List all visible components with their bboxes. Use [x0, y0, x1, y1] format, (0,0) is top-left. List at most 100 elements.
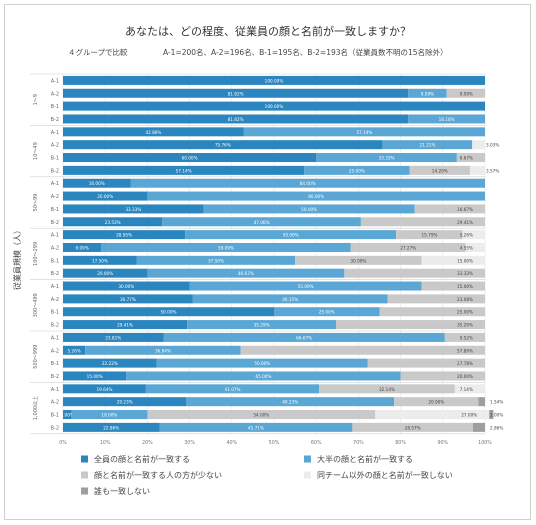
bar-segment: [187, 320, 337, 330]
data-label: 23.81%: [105, 335, 121, 340]
bar-segment: [147, 268, 345, 278]
bar-segment: [409, 165, 470, 175]
bar-segment: [63, 410, 72, 420]
bar-segment: [63, 101, 485, 111]
x-tick-label: 30%: [184, 440, 195, 446]
data-label: 81.82%: [228, 117, 244, 122]
x-tick-label: 70%: [353, 440, 364, 446]
row-label: A-1: [51, 387, 59, 393]
bar-segment: [489, 410, 494, 420]
bar-segment: [147, 410, 376, 420]
data-label: 5.26%: [460, 233, 473, 238]
data-label: 32.14%: [379, 387, 395, 392]
data-label: 42.86%: [145, 130, 161, 135]
data-label: 18.18%: [439, 117, 455, 122]
bar-segment: [421, 255, 485, 265]
data-label: 50.00%: [301, 207, 317, 212]
legend-label: 誰も一致しない: [94, 486, 150, 496]
chart-subtitle-right: A-1=200名、A-2=196名、B-1=195名、B-2=193名（従業員数…: [163, 47, 448, 57]
bar-segment: [243, 127, 485, 137]
row-label: B-1: [51, 258, 59, 264]
bar-segment: [396, 230, 463, 240]
bar-segment: [126, 371, 401, 381]
row-label: B-1: [51, 104, 59, 110]
data-label: 33.33%: [379, 156, 395, 161]
row-label: A-1: [51, 130, 59, 136]
row-label: A-2: [51, 348, 59, 354]
data-label: 23.08%: [457, 297, 473, 302]
row-label: B-2: [51, 117, 59, 123]
data-label: 45.71%: [248, 425, 264, 430]
bar-segment: [454, 384, 485, 394]
data-label: 3.57%: [486, 168, 499, 173]
data-label: 75.76%: [215, 143, 231, 148]
legend-swatch: [304, 455, 311, 463]
data-label: 81.82%: [228, 91, 244, 96]
bar-segment: [408, 88, 447, 98]
data-label: 7.14%: [460, 387, 473, 392]
data-label: 66.67%: [296, 335, 312, 340]
bar-segment: [101, 242, 351, 252]
row-label: B-1: [51, 207, 59, 213]
bar-segment: [63, 75, 485, 85]
group-label: 300〜499: [33, 293, 39, 317]
bar-segment: [472, 140, 485, 150]
group-label: 50〜99: [33, 194, 39, 212]
bar-segment: [162, 217, 361, 227]
bar-segment: [63, 230, 186, 240]
data-label: 16.00%: [89, 181, 105, 186]
data-label: 20.00%: [428, 400, 444, 405]
group-label: 10〜49: [33, 142, 39, 160]
bar-segment: [186, 397, 395, 407]
data-label: 9.09%: [76, 245, 89, 250]
bar-segment: [63, 294, 193, 304]
data-label: 15.00%: [457, 258, 473, 263]
legend-label: 同チーム以外の顔と名前が一致しない: [317, 470, 453, 480]
legend-label: 大半の顔と名前が一致する: [317, 454, 413, 464]
data-label: 36.84%: [155, 348, 171, 353]
legend-label: 顔と名前が一致する人の方が少ない: [94, 470, 222, 480]
data-label: 21.21%: [419, 143, 435, 148]
bar-segment: [63, 307, 274, 317]
row-label: B-1: [51, 413, 59, 419]
data-label: 6.67%: [460, 156, 473, 161]
data-label: 25.00%: [457, 310, 473, 315]
legend-swatch: [304, 471, 311, 479]
data-label: 41.07%: [225, 387, 241, 392]
bar-segment: [465, 242, 485, 252]
data-label: 100.00%: [265, 104, 284, 109]
bar-segment: [462, 230, 485, 240]
bar-segment: [408, 114, 485, 124]
data-label: 1.54%: [490, 400, 503, 405]
data-label: 50.00%: [161, 310, 177, 315]
y-axis-label: 従業員規模（人）: [12, 226, 22, 290]
data-label: 20.00%: [97, 194, 113, 199]
bar-segment: [85, 345, 241, 355]
row-label: B-2: [51, 168, 59, 174]
bar-segment: [63, 332, 164, 342]
x-tick-label: 50%: [269, 440, 280, 446]
bar-segment: [63, 204, 204, 214]
bar-segment: [63, 140, 383, 150]
bar-segment: [63, 268, 148, 278]
row-label: B-2: [51, 323, 59, 329]
bar-segment: [319, 384, 455, 394]
bar-segment: [203, 204, 415, 214]
data-label: 27.78%: [457, 361, 473, 366]
row-label: A-2: [51, 194, 59, 200]
x-tick-label: 20%: [142, 440, 153, 446]
row-label: B-2: [51, 271, 59, 277]
group-label: 1〜9: [33, 94, 39, 105]
data-label: 28.57%: [405, 425, 421, 430]
row-label: A-1: [51, 284, 59, 290]
row-label: A-2: [51, 297, 59, 303]
bar-segment: [360, 217, 485, 227]
data-label: 19.64%: [96, 387, 112, 392]
bar-segment: [63, 191, 148, 201]
bar-segment: [63, 255, 137, 265]
bar-segment: [274, 307, 380, 317]
group-label: 100〜299: [33, 242, 39, 266]
bar-segment: [344, 268, 485, 278]
bar-segment: [421, 281, 485, 291]
row-label: A-2: [51, 91, 59, 97]
